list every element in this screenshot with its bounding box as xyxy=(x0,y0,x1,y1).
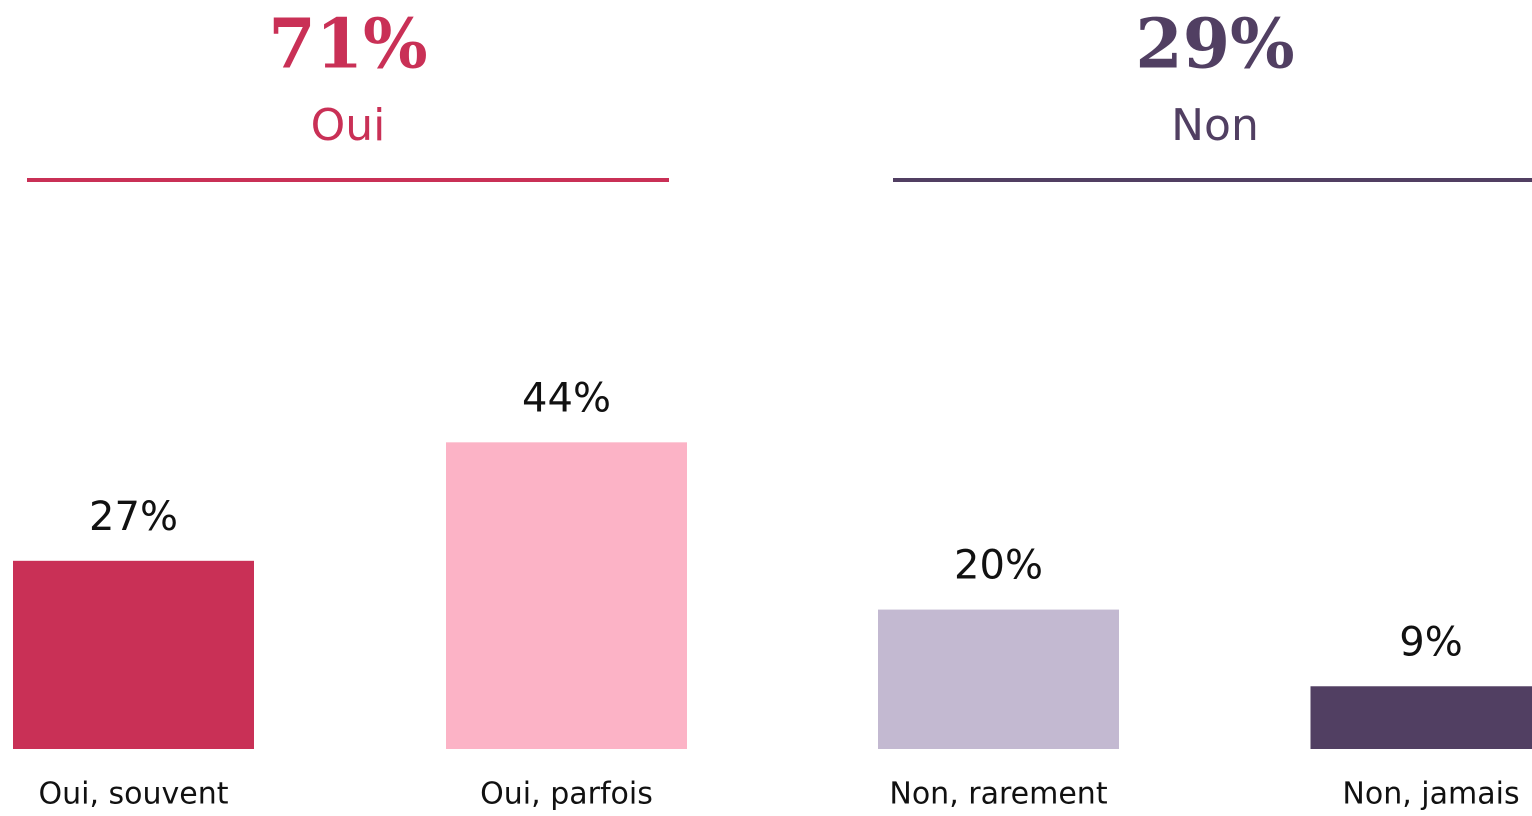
category-label: Non, rarement xyxy=(889,777,1107,812)
bar xyxy=(878,609,1119,749)
bar xyxy=(446,442,687,749)
bar xyxy=(13,560,254,749)
group-name: Oui xyxy=(311,100,386,151)
category-label: Oui, parfois xyxy=(480,777,653,812)
value-label: 9% xyxy=(1399,619,1462,665)
value-label: 27% xyxy=(89,494,178,540)
group-percent: 71% xyxy=(268,5,427,85)
group-percent: 29% xyxy=(1135,5,1294,85)
bar xyxy=(1310,686,1532,749)
category-label: Non, jamais xyxy=(1342,777,1519,812)
value-label: 44% xyxy=(522,375,611,421)
category-label: Oui, souvent xyxy=(38,777,228,812)
value-label: 20% xyxy=(954,543,1043,589)
group-name: Non xyxy=(1171,100,1259,151)
